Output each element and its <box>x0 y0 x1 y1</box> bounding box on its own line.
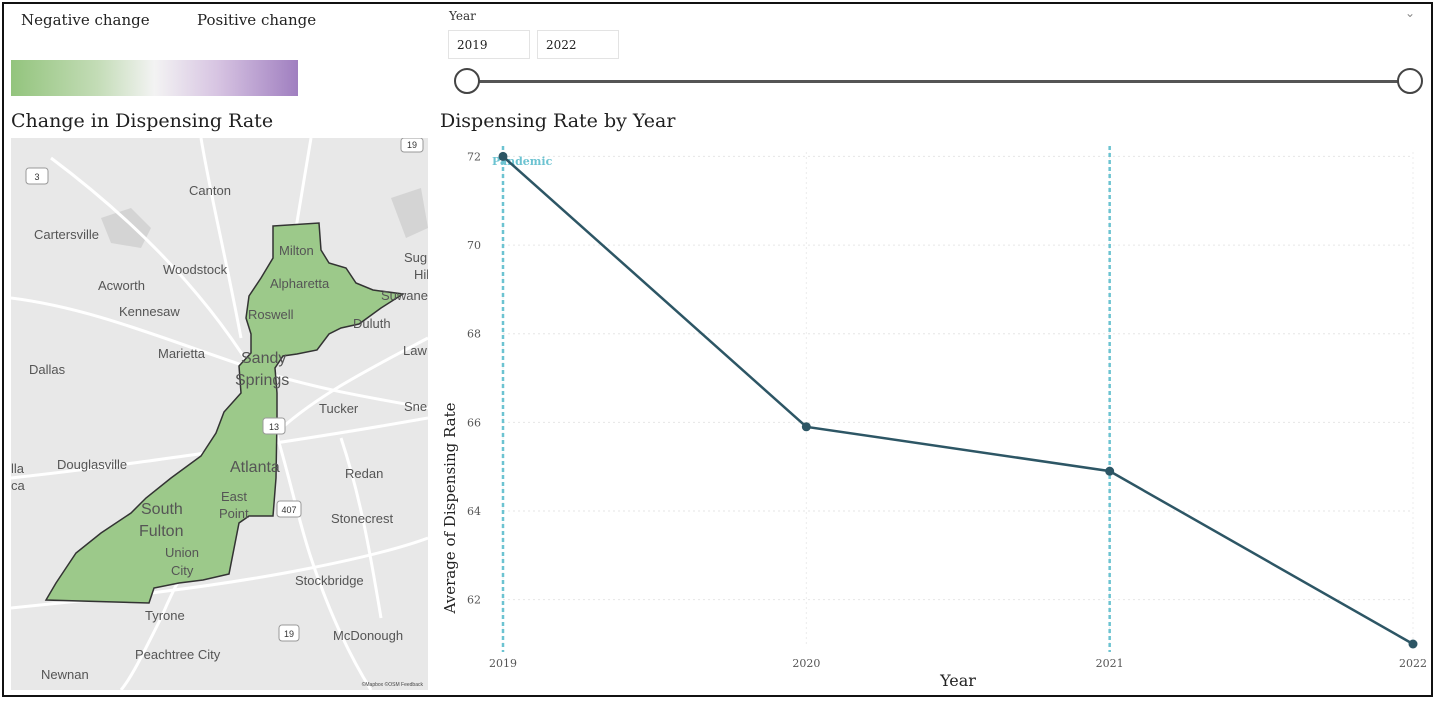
y-tick-label: 66 <box>467 416 481 429</box>
road-shield: 3 <box>25 167 49 185</box>
data-point[interactable] <box>1105 466 1115 476</box>
place-label: Kennesaw <box>119 304 180 319</box>
x-tick-label: 2021 <box>1096 657 1124 670</box>
negative-change-label: Negative change <box>21 11 150 29</box>
road-shield: 19 <box>278 624 300 642</box>
place-label: Acworth <box>98 278 145 293</box>
x-tick-label: 2020 <box>792 657 820 670</box>
map-title: Change in Dispensing Rate <box>11 110 274 132</box>
y-tick-label: 68 <box>467 328 481 341</box>
road-shield: 13 <box>262 417 286 435</box>
start-year-input[interactable]: 2019 <box>448 30 530 59</box>
road-shield-label: 407 <box>281 505 296 515</box>
place-label: Sandy <box>241 350 286 367</box>
road-shield: 407 <box>276 500 302 518</box>
y-tick-label: 64 <box>467 505 481 518</box>
year-slider-track[interactable] <box>467 80 1411 83</box>
place-label: East <box>221 489 247 504</box>
end-year-input[interactable]: 2022 <box>537 30 619 59</box>
place-label: McDonough <box>333 628 403 643</box>
data-point[interactable] <box>1408 639 1418 649</box>
data-point[interactable] <box>498 151 508 161</box>
place-label: Roswell <box>248 307 294 322</box>
y-tick-label: 70 <box>467 239 481 252</box>
x-axis-ticks: 2019 2020 2021 2022 <box>489 657 1427 670</box>
place-label: City <box>171 563 194 578</box>
place-label: Newnan <box>41 667 89 682</box>
y-axis-label: Average of Dispensing Rate <box>441 402 459 614</box>
place-label: Fulton <box>139 523 183 540</box>
data-points <box>498 151 1418 649</box>
place-label: Alpharetta <box>270 276 330 291</box>
chart-title: Dispensing Rate by Year <box>440 110 676 132</box>
place-label: Hil <box>414 267 428 282</box>
place-label: Stockbridge <box>295 573 364 588</box>
place-label: Canton <box>189 183 231 198</box>
place-label: Tucker <box>319 401 359 416</box>
place-label: Woodstock <box>163 262 228 277</box>
place-label: Marietta <box>158 346 206 361</box>
year-slider-start-handle[interactable] <box>454 68 480 94</box>
map-attribution[interactable]: ©Mapbox ©OSM Feedback <box>362 681 424 688</box>
place-label: South <box>141 501 183 518</box>
lake-shape <box>101 208 151 248</box>
y-tick-label: 72 <box>467 150 481 163</box>
fulton-county-shape[interactable] <box>44 222 406 604</box>
road-shield-label: 19 <box>407 140 417 150</box>
place-label: Duluth <box>353 316 391 331</box>
place-label: Peachtree City <box>135 647 221 662</box>
place-label: Tyrone <box>145 608 185 623</box>
place-label: Milton <box>279 243 314 258</box>
county-map[interactable]: 3 19 13 407 19 Canton Cartersville Woods… <box>11 138 428 690</box>
place-label: Sug <box>404 250 427 265</box>
place-label: Law <box>403 343 427 358</box>
place-label: Stonecrest <box>331 511 394 526</box>
reference-lines: Pandemic <box>492 146 1111 652</box>
road-shield: 19 <box>400 138 424 153</box>
road-shield-label: 19 <box>284 629 294 639</box>
y-axis-ticks: 62 64 66 68 70 72 <box>467 150 481 606</box>
road-shield-label: 13 <box>269 422 279 432</box>
x-tick-label: 2019 <box>489 657 517 670</box>
lake-shape <box>391 188 428 238</box>
color-scale-gradient <box>11 60 298 96</box>
place-label: Redan <box>345 466 383 481</box>
positive-change-label: Positive change <box>197 11 317 29</box>
place-label: ca <box>11 478 26 493</box>
chevron-down-icon[interactable]: ⌄ <box>1405 6 1416 20</box>
y-tick-label: 62 <box>467 594 481 607</box>
data-point[interactable] <box>801 422 811 432</box>
place-label: lla <box>11 461 25 476</box>
place-label: Point <box>219 506 249 521</box>
year-slider-end-handle[interactable] <box>1397 68 1423 94</box>
place-label: Cartersville <box>34 227 99 242</box>
place-label: Douglasville <box>57 457 127 472</box>
place-label: Suwanee <box>381 288 428 303</box>
dispensing-rate-chart: Pandemic 62 64 66 68 70 72 2019 2020 2021 2022 Y… <box>430 136 1434 696</box>
road-network <box>11 138 428 690</box>
x-tick-label: 2022 <box>1399 657 1427 670</box>
place-label: Union <box>165 545 199 560</box>
place-label: Sne <box>404 399 427 414</box>
gridlines <box>502 152 1414 644</box>
place-label: Atlanta <box>230 459 280 476</box>
road-shield-label: 3 <box>34 172 39 182</box>
x-axis-label: Year <box>939 671 976 690</box>
reference-line-label: Pandemic <box>492 155 553 168</box>
place-label: Springs <box>235 372 289 389</box>
place-label: Dallas <box>29 362 66 377</box>
year-slicer-title: Year <box>449 9 476 23</box>
series-line <box>502 155 1414 646</box>
